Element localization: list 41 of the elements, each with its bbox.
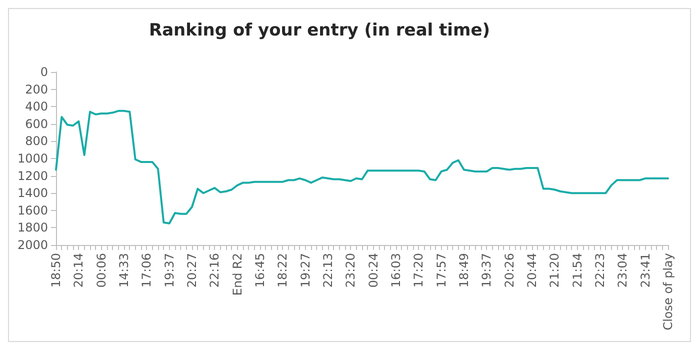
x-tick-label: 18:22 (276, 253, 290, 288)
x-tick-label: 17:57 (434, 253, 448, 288)
x-tick-label: 21:54 (570, 253, 584, 288)
line-series (55, 110, 669, 224)
y-tick-label: 800 (25, 134, 48, 148)
x-tick-label: 20:26 (502, 253, 516, 288)
x-tick-label: 18:50 (49, 253, 63, 288)
x-tick-label: 21:20 (548, 253, 562, 288)
x-tick-label: 17:20 (412, 253, 426, 288)
y-tick-label: 200 (25, 82, 48, 96)
x-tick-label: 22:23 (593, 253, 607, 288)
chart-title: Ranking of your entry (in real time) (149, 20, 490, 40)
y-tick-label: 600 (25, 116, 48, 131)
x-tick-label: End R2 (230, 253, 244, 296)
y-tick-label: 1800 (17, 220, 48, 235)
x-tick-label: 19:37 (162, 253, 176, 288)
x-tick-label: Close of play (661, 253, 675, 330)
x-tick-label: 17:06 (140, 253, 154, 288)
x-tick-label: 00:06 (94, 253, 108, 288)
x-tick-label: 19:37 (480, 253, 494, 288)
y-tick-label: 2000 (17, 238, 48, 252)
x-tick-label: 18:49 (457, 253, 471, 288)
x-tick-label: 23:04 (616, 253, 630, 288)
y-tick-label: 1000 (17, 152, 48, 166)
y-tick-label: 0 (40, 65, 48, 79)
x-tick-label: 22:16 (208, 253, 222, 288)
x-tick-label: 20:27 (185, 253, 199, 288)
x-tick-label: 00:24 (366, 253, 380, 288)
x-tick-label: 16:03 (389, 253, 403, 288)
x-tick-label: 23:20 (344, 253, 358, 288)
y-tick-label: 400 (25, 100, 48, 114)
y-tick-label: 1400 (17, 186, 48, 200)
x-tick-label: 20:44 (525, 253, 539, 288)
y-tick-label: 1200 (17, 168, 48, 183)
x-tick-label: 22:13 (321, 253, 335, 288)
x-tick-label: 23:41 (638, 253, 652, 288)
x-tick-label: 16:45 (253, 253, 267, 288)
y-tick-label: 1600 (17, 203, 48, 218)
x-tick-label: 14:33 (117, 253, 131, 288)
x-tick-label: 20:14 (72, 253, 86, 288)
x-tick-label: 19:27 (298, 253, 312, 288)
